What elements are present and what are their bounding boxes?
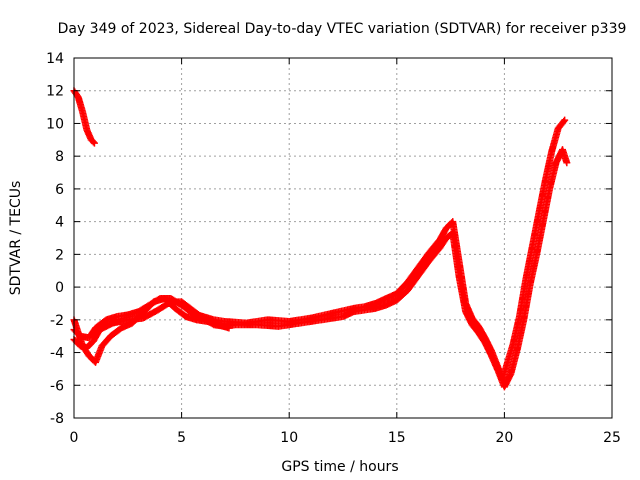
data-point [89,138,97,146]
y-tick-label: 8 [55,149,64,165]
y-tick-label: 12 [46,84,64,100]
y-tick-label: 6 [55,182,64,198]
data-point [561,116,569,124]
grid [74,58,612,418]
y-tick-label: 2 [55,247,64,263]
y-tick-label: 0 [55,280,64,296]
x-tick-label: 20 [495,430,513,446]
y-axis-label: SDTVAR / TECUs [8,181,24,296]
plot-points [70,87,571,391]
axis-ticks: 0 5 10 15 20 25 -8 -6 -4 -2 0 2 4 6 8 10 12 14 [46,51,621,446]
chart-title: Day 349 of 2023, Sidereal Day-to-day VTE… [58,21,627,37]
x-tick-label: 25 [603,430,621,446]
data-point [560,117,568,125]
y-tick-label: -8 [50,411,64,427]
y-tick-label: 14 [46,51,64,67]
data-point [563,159,571,167]
y-tick-label: 4 [55,215,64,231]
x-tick-label: 10 [280,430,298,446]
y-tick-label: 10 [46,116,64,132]
x-axis-label: GPS time / hours [281,459,398,475]
x-tick-label: 0 [70,430,79,446]
data-point [90,139,98,147]
x-tick-label: 5 [177,430,186,446]
series-trace-a [70,87,98,147]
series-trace-d [70,146,571,391]
y-tick-label: -6 [50,378,64,394]
series-trace-c [70,116,569,384]
plot-frame [73,57,613,419]
x-tick-label: 15 [388,430,406,446]
y-tick-label: -2 [50,313,64,329]
y-tick-label: -4 [50,346,64,362]
